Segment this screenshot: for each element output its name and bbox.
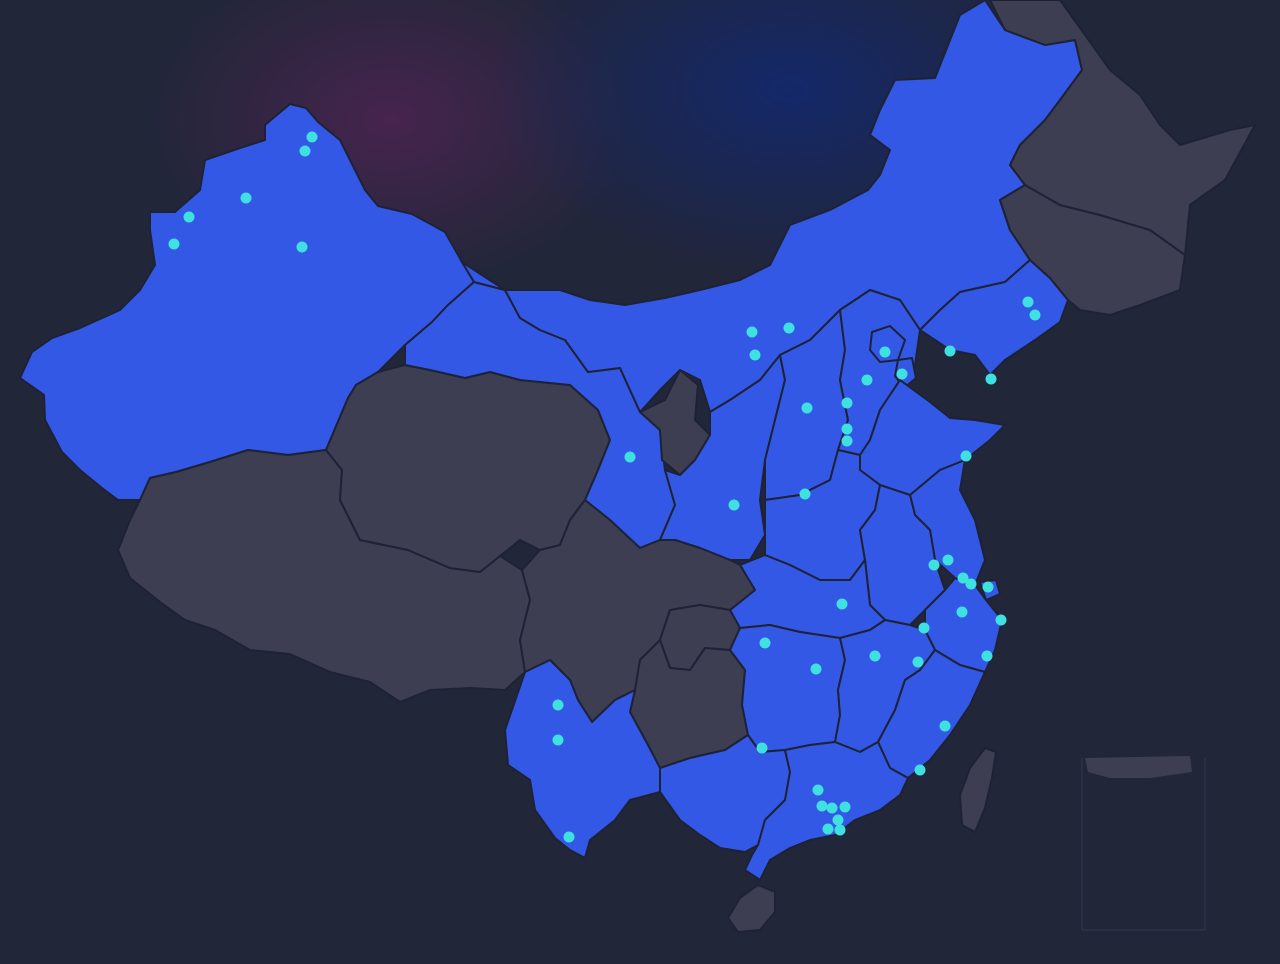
city-marker-liaoning[interactable] (985, 373, 997, 385)
city-marker-guangdong[interactable] (822, 823, 834, 835)
marker-layer (168, 131, 1041, 843)
region-taiwan[interactable] (959, 747, 997, 833)
city-marker-xinjiang[interactable] (183, 211, 195, 223)
city-marker-xinjiang[interactable] (306, 131, 318, 143)
region-liaoning[interactable] (919, 259, 1069, 376)
city-marker-liaoning[interactable] (944, 345, 956, 357)
city-marker-beijing[interactable] (879, 346, 891, 358)
city-marker-inner-mongolia[interactable] (783, 322, 795, 334)
city-marker-jiangxi[interactable] (918, 622, 930, 634)
city-marker-gansu[interactable] (624, 451, 636, 463)
city-marker-yunnan[interactable] (552, 734, 564, 746)
city-marker-jiangsu[interactable] (957, 572, 969, 584)
city-marker-guangxi[interactable] (812, 784, 824, 796)
city-marker-xinjiang[interactable] (240, 192, 252, 204)
city-marker-liaoning[interactable] (1029, 309, 1041, 321)
city-marker-jiangsu[interactable] (942, 554, 954, 566)
city-marker-hubei[interactable] (836, 598, 848, 610)
region-layer (19, 0, 1256, 933)
city-marker-shanxi[interactable] (801, 402, 813, 414)
inset-island-shape (1085, 756, 1192, 778)
city-marker-tianjin[interactable] (896, 368, 908, 380)
city-marker-hebei[interactable] (841, 423, 853, 435)
city-marker-guangdong[interactable] (839, 801, 851, 813)
region-hunan[interactable] (729, 624, 846, 753)
city-marker-zhejiang[interactable] (956, 606, 968, 618)
city-marker-guangdong[interactable] (826, 802, 838, 814)
city-marker-inner-mongolia[interactable] (746, 326, 758, 338)
city-marker-henan[interactable] (799, 488, 811, 500)
city-marker-liaoning[interactable] (1022, 296, 1034, 308)
south-china-sea-inset (1081, 756, 1206, 931)
city-marker-xinjiang[interactable] (296, 241, 308, 253)
region-yunnan[interactable] (504, 659, 661, 859)
city-marker-fujian[interactable] (939, 720, 951, 732)
city-marker-guangdong[interactable] (832, 814, 844, 826)
city-marker-hebei[interactable] (841, 397, 853, 409)
city-marker-hunan[interactable] (810, 663, 822, 675)
region-hainan[interactable] (727, 884, 776, 933)
city-marker-jiangsu[interactable] (928, 559, 940, 571)
city-marker-hunan[interactable] (869, 650, 881, 662)
city-marker-guangdong[interactable] (552, 699, 564, 711)
city-marker-jiangxi[interactable] (912, 656, 924, 668)
city-marker-hebei[interactable] (841, 435, 853, 447)
city-marker-shaanxi[interactable] (728, 499, 740, 511)
city-marker-yunnan[interactable] (563, 831, 575, 843)
city-marker-zhejiang[interactable] (981, 650, 993, 662)
city-marker-xinjiang[interactable] (168, 238, 180, 250)
city-marker-shanghai[interactable] (982, 581, 994, 593)
city-marker-guangxi[interactable] (756, 742, 768, 754)
city-marker-zhejiang[interactable] (995, 614, 1007, 626)
city-marker-xinjiang[interactable] (299, 145, 311, 157)
city-marker-guangdong[interactable] (816, 800, 828, 812)
region-heilongjiang[interactable] (989, 0, 1256, 256)
city-marker-shandong[interactable] (960, 450, 972, 462)
city-marker-fujian[interactable] (914, 764, 926, 776)
city-marker-jiangsu[interactable] (965, 578, 977, 590)
city-marker-fujian[interactable] (759, 637, 771, 649)
city-marker-hebei[interactable] (861, 374, 873, 386)
region-guangdong[interactable] (744, 741, 909, 881)
city-marker-inner-mongolia[interactable] (749, 349, 761, 361)
city-marker-guangdong[interactable] (834, 824, 846, 836)
